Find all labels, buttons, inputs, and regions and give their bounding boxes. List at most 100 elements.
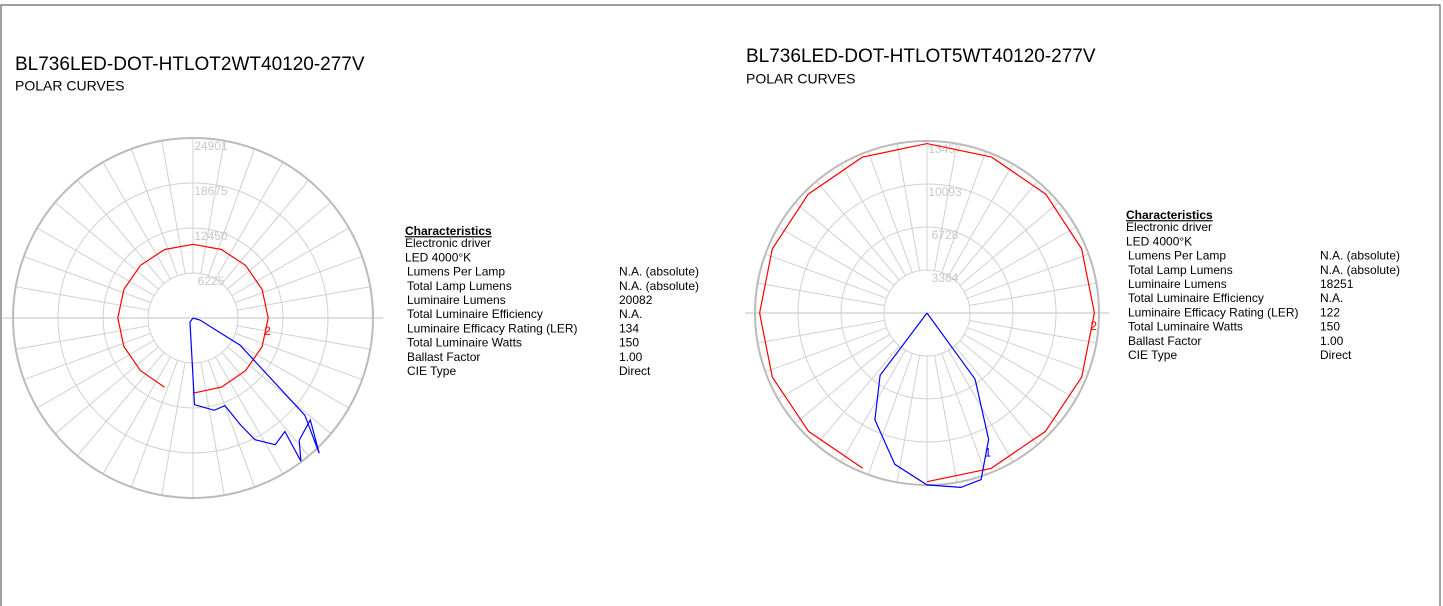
spoke <box>777 226 891 292</box>
row-value: N.A. (absolute) <box>619 279 699 293</box>
spoke <box>933 143 958 271</box>
spoke <box>959 202 1060 286</box>
spoke <box>207 148 256 276</box>
spoke <box>794 202 895 286</box>
row-value: Direct <box>619 364 651 378</box>
spoke <box>227 346 332 435</box>
spoke <box>15 325 149 350</box>
spoke <box>235 255 363 304</box>
grid-ring <box>883 269 971 357</box>
r-tick-label: 10093 <box>928 185 962 199</box>
grid-ring <box>102 227 284 409</box>
spoke <box>76 352 165 457</box>
row-label: Ballast Factor <box>1128 334 1201 348</box>
row-label: Luminaire Lumens <box>1128 277 1227 291</box>
spoke <box>967 253 1089 299</box>
spoke <box>231 227 350 296</box>
row-value: Direct <box>1320 348 1352 362</box>
spoke <box>896 355 921 483</box>
spoke <box>76 179 165 284</box>
curve-label: 1 <box>985 446 992 460</box>
curve-label: 2 <box>1090 319 1097 333</box>
polar-curve <box>189 317 320 462</box>
chart-title: BL736LED-DOT-HTLOT2WT40120-277V <box>15 54 365 75</box>
spoke <box>954 180 1038 281</box>
row-value: N.A. (absolute) <box>619 265 699 279</box>
spoke <box>23 255 151 304</box>
spoke <box>207 360 256 488</box>
table-heading: Characteristics <box>405 224 492 238</box>
r-tick-label: 24901 <box>194 139 228 153</box>
row-value: 1.00 <box>1320 334 1344 348</box>
spoke <box>967 327 1089 373</box>
spoke <box>161 362 186 496</box>
row-value: 18251 <box>1320 277 1354 291</box>
spoke <box>200 362 225 496</box>
row-label: Total Lamp Lumens <box>1128 263 1233 277</box>
row-label: Total Luminaire Watts <box>407 336 522 350</box>
row-value: 150 <box>619 336 639 350</box>
grid-ring <box>797 183 1057 443</box>
spoke <box>840 163 906 277</box>
row-label: Total Luminaire Watts <box>1128 320 1243 334</box>
spoke <box>237 325 371 350</box>
spoke <box>969 319 1097 344</box>
row-label: Lumens Per Lamp <box>407 265 505 279</box>
row-value: 122 <box>1320 305 1340 319</box>
table-heading: Characteristics <box>1126 208 1213 222</box>
spoke <box>23 332 151 381</box>
spoke <box>941 353 987 475</box>
row-label: Electronic driver <box>405 236 491 250</box>
row-label: Lumens Per Lamp <box>1128 249 1226 263</box>
spoke <box>235 332 363 381</box>
row-value: N.A. (absolute) <box>1320 263 1400 277</box>
row-label: LED 4000°K <box>1126 234 1192 248</box>
spoke <box>765 253 887 299</box>
spoke <box>794 340 895 424</box>
spoke <box>867 353 913 475</box>
grid-ring <box>840 226 1014 400</box>
r-tick-label: 6728 <box>932 228 959 242</box>
spoke <box>221 352 310 457</box>
grid-ring <box>147 272 239 364</box>
row-value: N.A. <box>1320 291 1343 305</box>
r-tick-label: 12450 <box>194 229 228 243</box>
spoke <box>130 360 179 488</box>
spoke <box>54 201 159 290</box>
spoke <box>227 201 332 290</box>
spoke <box>867 151 913 273</box>
spoke <box>130 148 179 276</box>
row-label: CIE Type <box>407 364 456 378</box>
spoke <box>215 161 284 280</box>
spoke <box>941 151 987 273</box>
row-label: Total Luminaire Efficiency <box>407 307 543 321</box>
row-label: Ballast Factor <box>407 350 480 364</box>
polar-curve <box>874 312 990 489</box>
row-label: Total Luminaire Efficiency <box>1128 291 1264 305</box>
spoke <box>102 161 171 280</box>
spoke <box>200 140 225 274</box>
row-value: 150 <box>1320 320 1340 334</box>
row-label: Luminaire Efficacy Rating (LER) <box>1128 305 1299 319</box>
spoke <box>777 334 891 400</box>
spoke <box>954 345 1038 446</box>
row-label: Luminaire Efficacy Rating (LER) <box>407 321 578 335</box>
chart-subtitle: POLAR CURVES <box>746 71 855 87</box>
spoke <box>840 349 906 463</box>
curve-label: 2 <box>264 324 271 338</box>
row-label: Electronic driver <box>1126 220 1212 234</box>
row-value: 20082 <box>619 293 653 307</box>
r-tick-label: 6225 <box>198 274 225 288</box>
spoke <box>816 345 900 446</box>
chart-subtitle: POLAR CURVES <box>15 78 124 94</box>
polar-curve <box>117 243 269 394</box>
r-tick-label: 18675 <box>194 184 228 198</box>
row-value: N.A. (absolute) <box>1320 249 1400 263</box>
spoke <box>36 227 155 296</box>
spoke <box>757 282 885 307</box>
spoke <box>102 356 171 475</box>
spoke <box>161 140 186 274</box>
row-label: Total Lamp Lumens <box>407 279 512 293</box>
spoke <box>757 319 885 344</box>
